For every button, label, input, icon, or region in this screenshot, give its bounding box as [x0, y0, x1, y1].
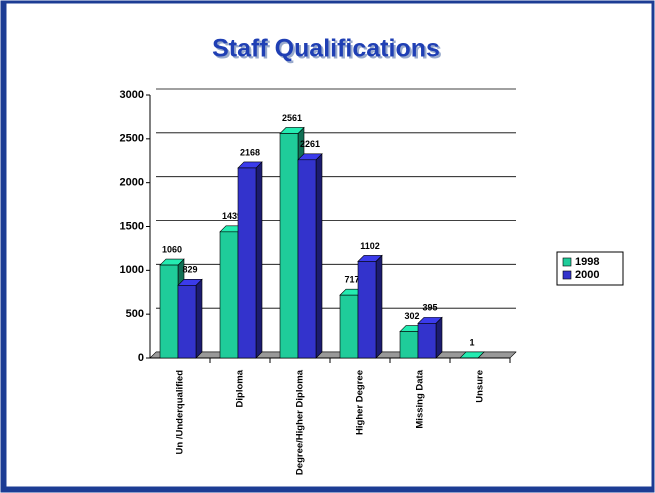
legend — [556, 251, 624, 286]
value-label: 2261 — [300, 139, 320, 149]
title-shadow: Staff Qualifications — [214, 37, 442, 65]
legend-label: 2000 — [575, 269, 599, 281]
y-tick-label: 1500 — [120, 220, 144, 232]
bar — [339, 294, 359, 359]
bar — [357, 261, 377, 359]
chart-title: Staff Qualifications — [212, 35, 440, 63]
bar — [297, 159, 317, 359]
y-tick-label: 1000 — [120, 264, 144, 276]
y-tick-label: 3000 — [120, 89, 144, 101]
x-tick-label: Missing Data — [415, 369, 426, 428]
x-tick-label: Higher Degree — [355, 370, 366, 435]
value-label: 829 — [182, 265, 197, 275]
bar — [219, 231, 239, 359]
value-label: 2168 — [240, 147, 260, 157]
value-label: 1102 — [360, 241, 380, 251]
bar — [279, 133, 299, 359]
value-label: 2561 — [282, 113, 302, 123]
bar — [159, 264, 179, 359]
bar — [177, 285, 197, 359]
value-label: 1060 — [162, 244, 182, 254]
legend-swatch — [562, 257, 572, 267]
bar-side — [375, 254, 383, 359]
bar-side — [435, 316, 443, 359]
value-label: 302 — [404, 311, 419, 321]
bar-side — [195, 278, 203, 359]
x-tick-label: Diploma — [235, 369, 246, 407]
y-tick-label: 2000 — [120, 177, 144, 189]
value-label: 717 — [344, 275, 359, 285]
legend-label: 1998 — [575, 256, 599, 268]
value-label: 1 — [469, 337, 474, 347]
bar-side — [255, 161, 263, 359]
x-tick-label: Un /Underqualified — [175, 370, 186, 455]
bar — [399, 331, 419, 359]
bar-side — [315, 153, 323, 359]
y-tick-label: 500 — [126, 308, 144, 320]
bar — [417, 323, 437, 359]
x-tick-label: Unsure — [475, 370, 486, 403]
legend-swatch — [562, 270, 572, 280]
y-tick-label: 0 — [138, 352, 144, 364]
bar — [237, 167, 257, 359]
x-tick-label: Degree/Higher Diploma — [295, 369, 306, 475]
y-tick-label: 2500 — [120, 133, 144, 145]
value-label: 395 — [422, 303, 437, 313]
value-label: 1439 — [222, 211, 242, 221]
